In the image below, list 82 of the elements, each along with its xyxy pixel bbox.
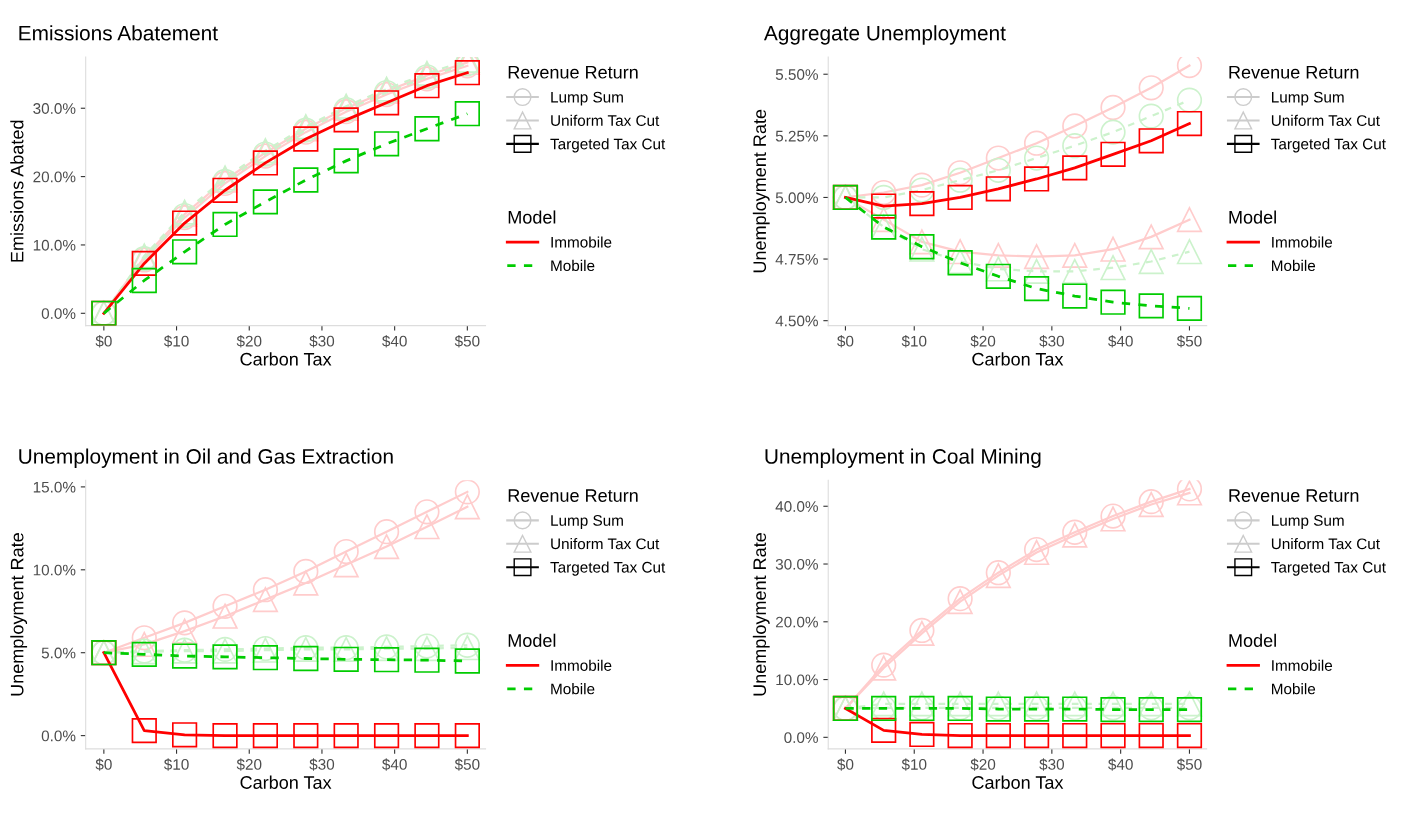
chart-title: Unemployment in Coal Mining <box>765 448 1041 468</box>
legend-label: Immobile <box>551 659 612 671</box>
x-tick-label: $40 <box>1108 758 1133 771</box>
text: Targeted Tax Cut <box>550 561 666 576</box>
y-tick-label: 30.0% <box>775 558 818 570</box>
x-tick-label: $10 <box>163 758 189 771</box>
x-tick-label: $20 <box>236 758 262 771</box>
y-axis-title: Emissions Abated <box>10 120 24 262</box>
y-tick-label: 0.0% <box>41 308 76 319</box>
text: Targeted Tax Cut <box>1271 561 1386 576</box>
x-axis-title: Carbon Tax <box>240 352 332 366</box>
x-tick-label: $20 <box>970 335 996 348</box>
x-tick-label: $20 <box>970 758 996 771</box>
legend-title: Model <box>1229 210 1276 224</box>
y-axis-title: Unemployment Rate <box>752 109 770 273</box>
x-tick-label: $50 <box>1176 335 1202 348</box>
y-tick-label: 5.00% <box>775 192 818 204</box>
y-tick-label: 4.75% <box>775 254 818 265</box>
x-tick-label: $30 <box>309 335 335 348</box>
text: Targeted Tax Cut <box>550 138 666 153</box>
legend-label: Mobile <box>551 259 595 272</box>
text: Lump Sum <box>551 91 623 106</box>
legend-label: Mobile <box>1272 683 1316 695</box>
x-tick-label: $30 <box>1039 335 1064 348</box>
text: Revenue Return <box>508 66 638 79</box>
y-tick-label: 10.0% <box>33 564 76 576</box>
x-tick-label: $0 <box>837 758 854 771</box>
text: Revenue Return <box>1229 489 1359 502</box>
y-tick-label: 10.0% <box>33 239 76 251</box>
x-tick-label: $50 <box>1176 758 1202 771</box>
chart-title: Unemployment in Oil and Gas Extraction <box>19 448 393 468</box>
x-tick-label: $50 <box>454 758 480 771</box>
text: Revenue Return <box>508 489 638 502</box>
y-tick-label: 5.0% <box>41 647 76 659</box>
text: Lump Sum <box>551 515 623 529</box>
x-tick-label: $30 <box>1039 758 1064 771</box>
x-axis-title: Carbon Tax <box>240 775 332 789</box>
x-tick-label: $40 <box>382 335 407 348</box>
y-tick-label: 40.0% <box>775 501 818 512</box>
x-tick-label: $50 <box>454 335 480 348</box>
y-axis-title: Unemployment Rate <box>752 533 770 696</box>
legend-label: Mobile <box>1272 259 1316 272</box>
text: Lump Sum <box>1272 91 1344 106</box>
text: Uniform Tax Cut <box>1271 114 1380 126</box>
x-tick-label: $0 <box>837 335 854 348</box>
legend-label: Immobile <box>1272 659 1333 671</box>
x-axis-title: Carbon Tax <box>972 775 1064 789</box>
legend-title: Model <box>508 633 556 647</box>
text: Revenue Return <box>1229 66 1359 79</box>
y-tick-label: 20.0% <box>775 616 818 628</box>
text: Uniform Tax Cut <box>551 538 660 550</box>
y-tick-label: 0.0% <box>784 732 818 744</box>
x-tick-label: $0 <box>95 335 112 348</box>
x-tick-label: $10 <box>901 758 927 771</box>
y-tick-label: 4.50% <box>775 315 818 327</box>
y-tick-label: 10.0% <box>776 674 818 686</box>
text: Targeted Tax Cut <box>1271 138 1386 153</box>
x-tick-label: $40 <box>382 758 407 771</box>
legend-label: Mobile <box>551 683 595 695</box>
y-axis-title: Unemployment Rate <box>10 533 28 696</box>
y-tick-label: 15.0% <box>33 481 76 493</box>
x-axis-title: Carbon Tax <box>972 352 1064 366</box>
legend-title: Model <box>508 210 556 224</box>
x-tick-label: $10 <box>901 335 927 348</box>
legend-label: Immobile <box>551 236 612 248</box>
text: Uniform Tax Cut <box>1271 538 1380 550</box>
y-tick-label: 30.0% <box>33 103 76 114</box>
y-tick-label: 20.0% <box>33 171 76 183</box>
legend-label: Immobile <box>1272 236 1333 248</box>
x-tick-label: $10 <box>163 335 189 348</box>
x-tick-label: $0 <box>95 758 112 771</box>
y-tick-label: 0.0% <box>41 730 76 742</box>
x-tick-label: $30 <box>309 758 335 771</box>
text: Lump Sum <box>1272 515 1344 529</box>
chart-title: Emissions Abatement <box>19 25 218 41</box>
x-tick-label: $20 <box>236 335 262 348</box>
legend-title: Model <box>1229 633 1276 647</box>
x-tick-label: $40 <box>1108 335 1133 348</box>
chart-title: Aggregate Unemployment <box>763 25 1006 45</box>
text: Uniform Tax Cut <box>551 114 660 126</box>
y-tick-label: 5.50% <box>775 69 818 80</box>
y-tick-label: 5.25% <box>775 130 818 142</box>
